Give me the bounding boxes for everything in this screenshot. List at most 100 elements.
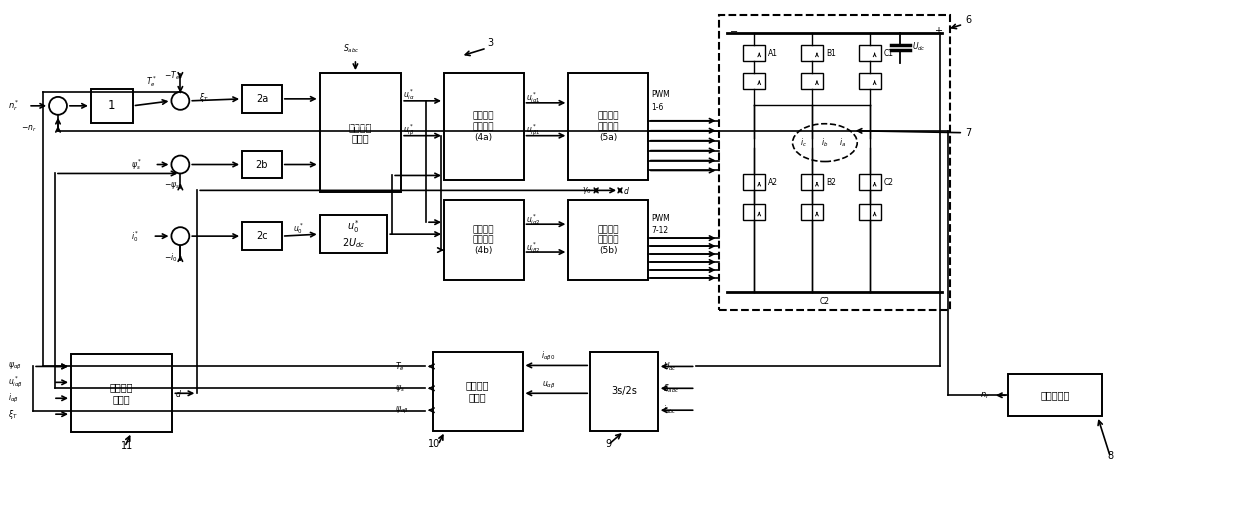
FancyBboxPatch shape bbox=[1007, 375, 1103, 416]
Bar bbox=[743, 204, 766, 220]
Text: $i_{abc}$: $i_{abc}$ bbox=[663, 404, 676, 416]
Text: $u_{i\beta 1}^*$: $u_{i\beta 1}^*$ bbox=[525, 122, 540, 138]
Text: 7-12: 7-12 bbox=[650, 226, 668, 234]
Text: 2c: 2c bbox=[256, 231, 268, 241]
Text: PWM: PWM bbox=[650, 214, 669, 222]
Text: $u_{\alpha\beta}$: $u_{\alpha\beta}$ bbox=[541, 380, 555, 391]
Text: A2: A2 bbox=[768, 178, 778, 187]
Bar bbox=[743, 175, 766, 190]
Bar bbox=[859, 204, 881, 220]
Text: $u_0^*$: $u_0^*$ bbox=[292, 221, 304, 235]
Circle shape bbox=[171, 227, 190, 245]
FancyBboxPatch shape bbox=[432, 352, 523, 431]
Text: $-i_0$: $-i_0$ bbox=[165, 252, 178, 264]
Text: $u_{i\alpha 1}^*$: $u_{i\alpha 1}^*$ bbox=[525, 91, 540, 105]
Text: 转矩磁链
观测器: 转矩磁链 观测器 bbox=[466, 380, 489, 402]
Text: $S_{abc}$: $S_{abc}$ bbox=[663, 382, 679, 394]
Text: 7: 7 bbox=[965, 128, 971, 138]
FancyBboxPatch shape bbox=[569, 73, 648, 180]
FancyBboxPatch shape bbox=[320, 215, 388, 253]
Text: C1: C1 bbox=[883, 48, 893, 58]
Text: $\gamma_0$: $\gamma_0$ bbox=[582, 185, 592, 196]
Circle shape bbox=[171, 156, 190, 173]
Text: 电压矢量: 电压矢量 bbox=[349, 118, 372, 127]
Bar bbox=[802, 204, 823, 220]
Text: $u_{i\beta 2}^*$: $u_{i\beta 2}^*$ bbox=[525, 240, 540, 256]
Text: $i_c$: $i_c$ bbox=[799, 137, 807, 149]
Text: $\psi_s^*$: $\psi_s^*$ bbox=[130, 157, 141, 172]
Text: $+$: $+$ bbox=[934, 24, 943, 36]
Text: PWM: PWM bbox=[650, 90, 669, 100]
Text: $U_{dc}$: $U_{dc}$ bbox=[912, 41, 927, 53]
Text: 3s/2s: 3s/2s bbox=[611, 386, 637, 396]
Text: $n_r^*$: $n_r^*$ bbox=[9, 98, 20, 113]
Text: $S_{abc}$: $S_{abc}$ bbox=[343, 43, 359, 55]
Text: $u_0^*$
$2U_{dc}$: $u_0^*$ $2U_{dc}$ bbox=[342, 218, 366, 251]
Bar bbox=[802, 73, 823, 89]
FancyBboxPatch shape bbox=[242, 151, 281, 178]
Text: 11: 11 bbox=[120, 441, 133, 451]
Text: $-$: $-$ bbox=[729, 25, 738, 35]
Text: $u_{i\alpha 2}^*$: $u_{i\alpha 2}^*$ bbox=[525, 212, 540, 227]
FancyBboxPatch shape bbox=[444, 73, 524, 180]
FancyBboxPatch shape bbox=[720, 15, 950, 310]
Text: $\psi_{\alpha\beta}$: $\psi_{\alpha\beta}$ bbox=[395, 405, 409, 416]
Text: 8: 8 bbox=[1108, 451, 1114, 461]
Text: $d$: $d$ bbox=[176, 388, 182, 399]
Bar bbox=[859, 45, 881, 61]
Text: 9: 9 bbox=[605, 439, 611, 449]
Text: $u_{i\alpha}^*$: $u_{i\alpha}^*$ bbox=[403, 88, 415, 102]
Text: A1: A1 bbox=[768, 48, 778, 58]
Text: 6: 6 bbox=[965, 15, 971, 26]
Text: 第一脉宽
调制模块
(5a): 第一脉宽 调制模块 (5a) bbox=[597, 112, 618, 142]
Text: $\psi_{\alpha\beta}$: $\psi_{\alpha\beta}$ bbox=[9, 361, 22, 372]
Text: C2: C2 bbox=[820, 297, 830, 306]
Bar bbox=[743, 45, 766, 61]
Text: $\psi_s$: $\psi_s$ bbox=[395, 383, 405, 394]
Bar bbox=[802, 45, 823, 61]
Text: 电压矢量
选择器: 电压矢量 选择器 bbox=[348, 122, 372, 143]
Text: 2a: 2a bbox=[255, 94, 268, 104]
Text: $-n_r$: $-n_r$ bbox=[21, 123, 37, 134]
Text: $i_0^*$: $i_0^*$ bbox=[130, 229, 139, 244]
FancyBboxPatch shape bbox=[320, 73, 401, 192]
Text: $u_{i\beta}^*$: $u_{i\beta}^*$ bbox=[403, 122, 415, 138]
Text: $T_e^*$: $T_e^*$ bbox=[145, 74, 156, 89]
Text: 占空比给
定模块: 占空比给 定模块 bbox=[110, 382, 134, 404]
Text: B2: B2 bbox=[826, 178, 836, 187]
FancyBboxPatch shape bbox=[444, 200, 524, 280]
Text: $U_{dc}$: $U_{dc}$ bbox=[663, 360, 676, 373]
Text: 1-6: 1-6 bbox=[650, 103, 663, 113]
Text: C2: C2 bbox=[883, 178, 893, 187]
Bar bbox=[859, 73, 881, 89]
Text: $i_{\alpha\beta 0}$: $i_{\alpha\beta 0}$ bbox=[541, 350, 555, 364]
FancyBboxPatch shape bbox=[71, 354, 172, 432]
Bar bbox=[802, 175, 823, 190]
Text: 速度传感器: 速度传感器 bbox=[1041, 390, 1069, 400]
Text: 第一电压
移相模块
(4a): 第一电压 移相模块 (4a) bbox=[473, 112, 494, 142]
Text: $\xi_T$: $\xi_T$ bbox=[199, 91, 209, 104]
FancyBboxPatch shape bbox=[242, 85, 281, 113]
Text: $i_a$: $i_a$ bbox=[839, 137, 846, 149]
Bar bbox=[743, 73, 766, 89]
FancyBboxPatch shape bbox=[90, 89, 133, 123]
Circle shape bbox=[171, 92, 190, 110]
Text: $-\psi_s$: $-\psi_s$ bbox=[165, 180, 181, 191]
FancyBboxPatch shape bbox=[242, 222, 281, 250]
Text: $i_b$: $i_b$ bbox=[821, 137, 829, 149]
Text: 第二脉宽
调制模块
(5b): 第二脉宽 调制模块 (5b) bbox=[597, 225, 618, 255]
Bar bbox=[859, 175, 881, 190]
Text: $-T_e$: $-T_e$ bbox=[165, 70, 181, 82]
Text: 1: 1 bbox=[108, 100, 115, 113]
Text: $\xi_T$: $\xi_T$ bbox=[9, 407, 19, 420]
Text: $n_r$: $n_r$ bbox=[980, 390, 990, 401]
Text: B1: B1 bbox=[826, 48, 836, 58]
Text: $d$: $d$ bbox=[623, 185, 629, 196]
Text: 10: 10 bbox=[427, 439, 440, 449]
Text: $T_e$: $T_e$ bbox=[395, 360, 405, 373]
Text: $u_{i\alpha\beta}^*$: $u_{i\alpha\beta}^*$ bbox=[9, 375, 24, 390]
Text: 3: 3 bbox=[488, 38, 494, 48]
Text: 第二电压
移相模块
(4b): 第二电压 移相模块 (4b) bbox=[473, 225, 494, 255]
Text: 2b: 2b bbox=[255, 159, 268, 169]
Circle shape bbox=[50, 97, 67, 115]
